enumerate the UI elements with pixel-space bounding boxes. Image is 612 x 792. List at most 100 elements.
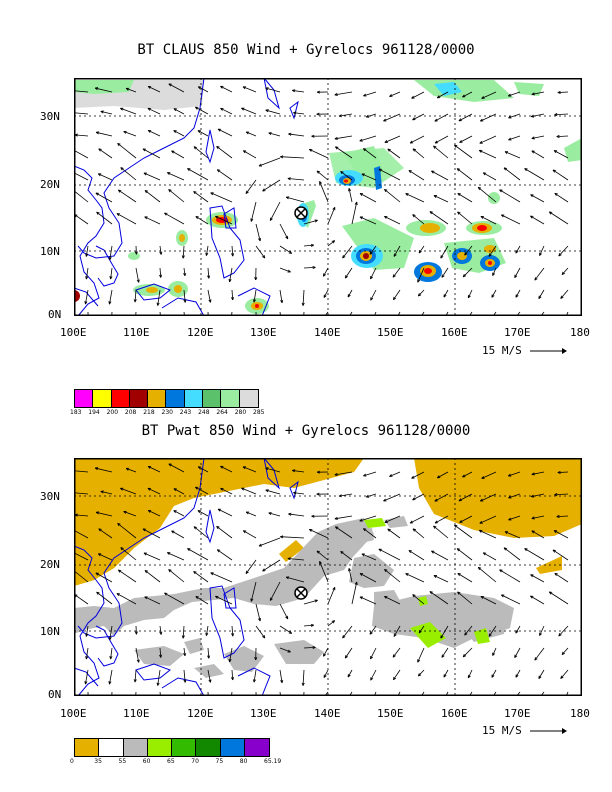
wind-vector bbox=[96, 211, 113, 225]
wind-vector bbox=[524, 548, 545, 561]
wind-vector-head bbox=[210, 572, 214, 576]
wind-vector-head bbox=[143, 172, 147, 176]
panel1-reference-label: 15 M/S bbox=[482, 344, 522, 357]
wind-vector-head bbox=[560, 675, 564, 679]
wind-vector-head bbox=[215, 595, 219, 599]
wind-vector bbox=[479, 149, 497, 159]
wind-vector-head bbox=[363, 148, 367, 152]
wind-vector bbox=[309, 149, 329, 159]
wind-vector bbox=[123, 131, 137, 137]
panel2-xtick-180: 180 bbox=[570, 707, 590, 720]
wind-vector bbox=[157, 669, 161, 686]
wind-vector bbox=[392, 267, 401, 278]
wind-vector-head bbox=[95, 192, 99, 196]
wind-vector-head bbox=[479, 118, 484, 122]
wind-vector bbox=[440, 245, 449, 259]
wind-vector-head bbox=[280, 155, 284, 159]
wind-vector bbox=[397, 691, 401, 696]
wind-vector-head bbox=[183, 652, 187, 657]
wind-vector bbox=[370, 669, 377, 681]
wind-vector-head bbox=[331, 620, 336, 624]
wind-vector bbox=[171, 530, 185, 539]
colorbar-swatch bbox=[203, 390, 222, 407]
panel1-ytick-30n: 30N bbox=[40, 110, 60, 123]
wind-vector-head bbox=[245, 131, 250, 135]
wind-vector bbox=[197, 510, 209, 517]
wind-vector-head bbox=[95, 572, 99, 576]
wind-vector bbox=[409, 515, 425, 524]
wind-vector-head bbox=[301, 302, 305, 306]
colorbar-label: 230 bbox=[161, 409, 173, 416]
wind-vector-head bbox=[453, 144, 458, 148]
wind-vector bbox=[265, 489, 281, 495]
wind-vector-head bbox=[183, 272, 187, 277]
wind-vector-head bbox=[143, 552, 147, 556]
wind-vector bbox=[231, 311, 233, 316]
wind-vector bbox=[123, 511, 137, 517]
wind-vector bbox=[558, 245, 569, 257]
wind-vector-head bbox=[417, 659, 421, 663]
wind-vector bbox=[539, 245, 545, 256]
wind-vector-head bbox=[383, 118, 387, 122]
wind-vector-head bbox=[159, 631, 163, 635]
wind-vector-head bbox=[431, 170, 435, 174]
wind-vector bbox=[183, 289, 186, 303]
wind-vector-head bbox=[342, 635, 346, 639]
wind-vector bbox=[279, 647, 291, 653]
wind-vector bbox=[503, 547, 521, 561]
wind-vector bbox=[327, 207, 336, 225]
wind-vector-head bbox=[409, 140, 414, 144]
wind-vector-head bbox=[205, 252, 209, 256]
wind-vector bbox=[387, 148, 401, 159]
wind-vector bbox=[347, 669, 353, 678]
wind-vector bbox=[205, 625, 209, 636]
wind-vector bbox=[531, 515, 545, 519]
colorbar-swatch bbox=[111, 390, 130, 407]
wind-vector bbox=[95, 467, 113, 473]
wind-vector-head bbox=[292, 469, 296, 473]
wind-vector-head bbox=[252, 679, 256, 683]
wind-vector bbox=[198, 466, 209, 473]
wind-vector bbox=[389, 471, 401, 477]
panel1-xtick-160e: 160E bbox=[441, 326, 468, 339]
wind-vector-head bbox=[359, 138, 363, 142]
panel1-ytick-10n: 10N bbox=[40, 245, 60, 258]
wind-vector bbox=[492, 311, 497, 316]
wind-vector-head bbox=[254, 656, 258, 661]
wind-vector bbox=[554, 192, 569, 203]
wind-vector-head bbox=[515, 630, 519, 634]
wind-vector bbox=[255, 223, 261, 242]
wind-vector-head bbox=[417, 279, 421, 283]
wind-vector-head bbox=[193, 571, 197, 575]
wind-vector bbox=[109, 289, 113, 305]
wind-vector bbox=[441, 267, 449, 278]
wind-vector bbox=[479, 515, 497, 524]
wind-vector bbox=[433, 195, 449, 203]
wind-vector bbox=[412, 528, 425, 539]
wind-vector bbox=[349, 691, 353, 696]
wind-vector bbox=[378, 548, 401, 561]
wind-vector bbox=[429, 211, 449, 225]
wind-vector-head bbox=[334, 136, 338, 140]
wind-vector-head bbox=[443, 674, 447, 678]
wind-vector bbox=[384, 189, 401, 203]
wind-vector bbox=[245, 179, 257, 194]
wind-vector-head bbox=[195, 216, 199, 220]
colorbar-label: 200 bbox=[106, 409, 119, 416]
wind-vector-head bbox=[311, 514, 315, 518]
wind-vector bbox=[147, 130, 161, 137]
wind-vector-head bbox=[173, 130, 177, 134]
wind-vector bbox=[279, 669, 283, 683]
panel1-xtick-130e: 130E bbox=[250, 326, 277, 339]
wind-vector-head bbox=[503, 167, 508, 171]
wind-vector bbox=[556, 135, 569, 138]
wind-vector bbox=[405, 193, 425, 203]
wind-vector-head bbox=[338, 494, 342, 498]
wind-vector bbox=[552, 549, 569, 561]
wind-vector bbox=[561, 647, 569, 655]
wind-vector-head bbox=[412, 594, 416, 598]
wind-vector bbox=[293, 112, 305, 115]
wind-vector-head bbox=[269, 597, 273, 601]
wind-vector-head bbox=[480, 215, 484, 219]
wind-vector-head bbox=[409, 520, 414, 524]
